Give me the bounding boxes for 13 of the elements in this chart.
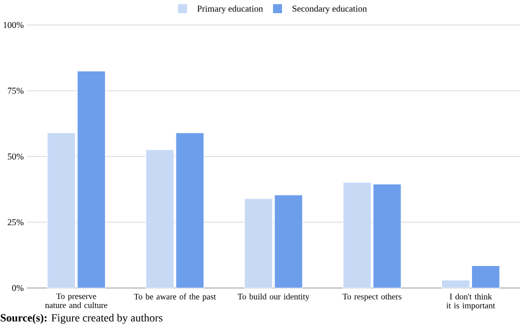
x-tick-label: To be aware of the past	[134, 293, 216, 302]
x-tick-label: To build our identity	[238, 293, 310, 302]
legend-label: Primary education	[197, 5, 263, 14]
y-tick-label: 0%	[12, 284, 24, 292]
y-tick-label: 100%	[4, 22, 24, 28]
text: Source(s): Figure created by authors	[0, 314, 162, 324]
legend-label: Secondary education	[292, 5, 367, 14]
x-tick-label: To respect others	[342, 293, 402, 302]
x-tick-label: To preserve nature and culture	[45, 293, 108, 308]
y-tick-label: 75%	[8, 88, 24, 94]
y-tick-label: 50%	[8, 153, 24, 160]
y-tick-label: 25%	[8, 219, 24, 226]
x-tick-label: I don't think it is important	[446, 293, 496, 310]
